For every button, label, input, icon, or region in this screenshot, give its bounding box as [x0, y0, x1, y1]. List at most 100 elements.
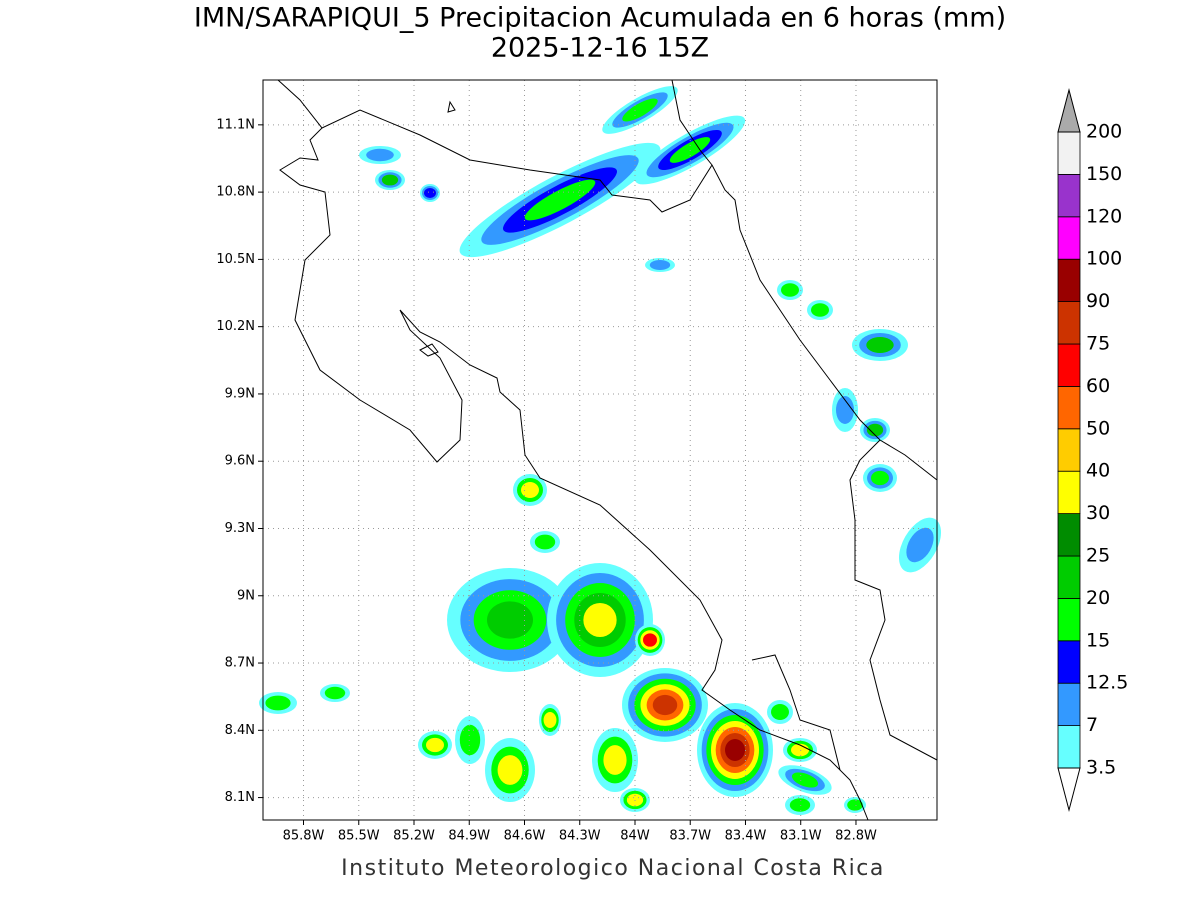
precip-contour	[497, 755, 523, 785]
colorbar-segment	[1057, 301, 1081, 345]
x-tick-label: 84.9W	[448, 829, 490, 844]
coastline	[711, 164, 938, 481]
precip-contour	[622, 98, 658, 122]
colorbar-label: 40	[1086, 460, 1110, 482]
grid: 85.8W 85.5W 85.2W 84.9W 84.6W 84.3W 84W 83.7W 83…	[216, 80, 937, 844]
precip-contour	[424, 188, 436, 198]
x-tick-label: 84W	[620, 829, 650, 844]
y-tick-label: 8.7N	[225, 656, 255, 671]
colorbar-label: 100	[1086, 248, 1122, 270]
colorbar-label: 150	[1086, 163, 1122, 185]
coastline	[751, 654, 841, 771]
y-tick-label: 10.5N	[216, 252, 255, 267]
colorbar-label: 7	[1086, 714, 1098, 736]
colorbar-under	[1057, 767, 1081, 812]
precip-contour	[871, 470, 889, 486]
precip-contour	[791, 743, 809, 757]
colorbar-segment	[1057, 343, 1081, 387]
precip-contour	[603, 745, 627, 775]
colorbar-label: 20	[1086, 587, 1110, 609]
precip-contour	[459, 724, 481, 756]
precip-contour	[836, 396, 854, 424]
x-tick-label: 85.5W	[338, 829, 380, 844]
precip-contour	[811, 303, 829, 317]
lake	[447, 100, 456, 113]
footer: Instituto Meteorologico Nacional Costa R…	[341, 856, 885, 881]
x-tick-label: 85.8W	[283, 829, 325, 844]
colorbar-label: 3.5	[1086, 757, 1116, 779]
precip-contour	[366, 148, 394, 162]
precip-contour	[652, 694, 678, 716]
x-tick-label: 83.7W	[669, 829, 711, 844]
y-tick-label: 9N	[237, 588, 255, 603]
border	[321, 79, 713, 213]
colorbar-segment	[1057, 555, 1081, 599]
colorbar-label: 25	[1086, 545, 1110, 567]
colorbar-segment	[1057, 725, 1081, 769]
y-tick-label: 10.8N	[216, 185, 255, 200]
y-tick-label: 8.4N	[225, 723, 255, 738]
precip-contour	[534, 534, 556, 550]
precip-contour	[426, 737, 444, 753]
x-tick-label: 85.2W	[393, 829, 435, 844]
colorbar-label: 90	[1086, 290, 1110, 312]
colorbar-label: 200	[1086, 121, 1122, 143]
y-tick-label: 9.3N	[225, 521, 255, 536]
colorbar-label: 120	[1086, 205, 1122, 227]
colorbar-segment	[1057, 470, 1081, 515]
colorbar-segment	[1057, 513, 1081, 557]
x-tick-label: 82.8W	[835, 829, 877, 844]
coastline	[277, 79, 869, 821]
precip-contour	[725, 739, 745, 761]
x-tick-label: 83.1W	[780, 829, 822, 844]
x-tick-label: 84.3W	[559, 829, 601, 844]
y-tick-label: 9.9N	[225, 386, 255, 401]
border	[849, 439, 938, 761]
precip-contour	[487, 601, 533, 639]
x-tick-label: 84.6W	[504, 829, 546, 844]
precip-contour	[543, 712, 557, 728]
precip-contour	[324, 686, 346, 700]
colorbar-label: 50	[1086, 417, 1110, 439]
colorbar-segment	[1057, 216, 1081, 260]
precip-contour	[789, 798, 811, 812]
precip-contour	[381, 174, 399, 186]
precip-contour	[583, 603, 617, 637]
coastlines	[277, 79, 938, 821]
colorbar-segment	[1057, 258, 1081, 303]
precip-contour	[847, 799, 863, 811]
precip-contour	[649, 260, 671, 270]
precip-contour	[906, 527, 934, 563]
x-tick-label: 83.4W	[725, 829, 767, 844]
colorbar-segment	[1057, 428, 1081, 472]
y-tick-label: 8.1N	[225, 790, 255, 805]
precip-field	[259, 86, 942, 815]
precip-contour	[866, 337, 894, 353]
lake	[419, 343, 439, 357]
y-tick-label: 11.1N	[216, 117, 255, 132]
colorbar-over	[1057, 88, 1081, 133]
colorbar-label: 15	[1086, 629, 1110, 651]
precip-contour	[643, 633, 657, 647]
precip-contour	[781, 283, 799, 297]
colorbar: 3.5 7 12.5 15 20 25 30 40 50 60 75 90 100 120 150 200	[1057, 88, 1128, 812]
colorbar-label: 12.5	[1086, 672, 1128, 694]
title: IMN/SARAPIQUI_5 Precipitacion Acumulada …	[194, 3, 1006, 34]
colorbar-segment	[1057, 640, 1081, 684]
precip-contour	[524, 179, 596, 221]
colorbar-label: 75	[1086, 333, 1110, 355]
colorbar-segment	[1057, 385, 1081, 430]
colorbar-segment	[1057, 173, 1081, 218]
colorbar-segment	[1057, 131, 1081, 175]
colorbar-segment	[1057, 598, 1081, 642]
colorbar-label: 60	[1086, 375, 1110, 397]
precip-contour	[866, 423, 884, 437]
precip-contour	[791, 772, 819, 788]
colorbar-label: 30	[1086, 502, 1110, 524]
map-frame	[262, 79, 938, 821]
precip-contour	[521, 482, 539, 498]
colorbar-segment	[1057, 682, 1081, 727]
subtitle: 2025-12-16 15Z	[491, 33, 709, 64]
precip-contour	[771, 704, 789, 720]
